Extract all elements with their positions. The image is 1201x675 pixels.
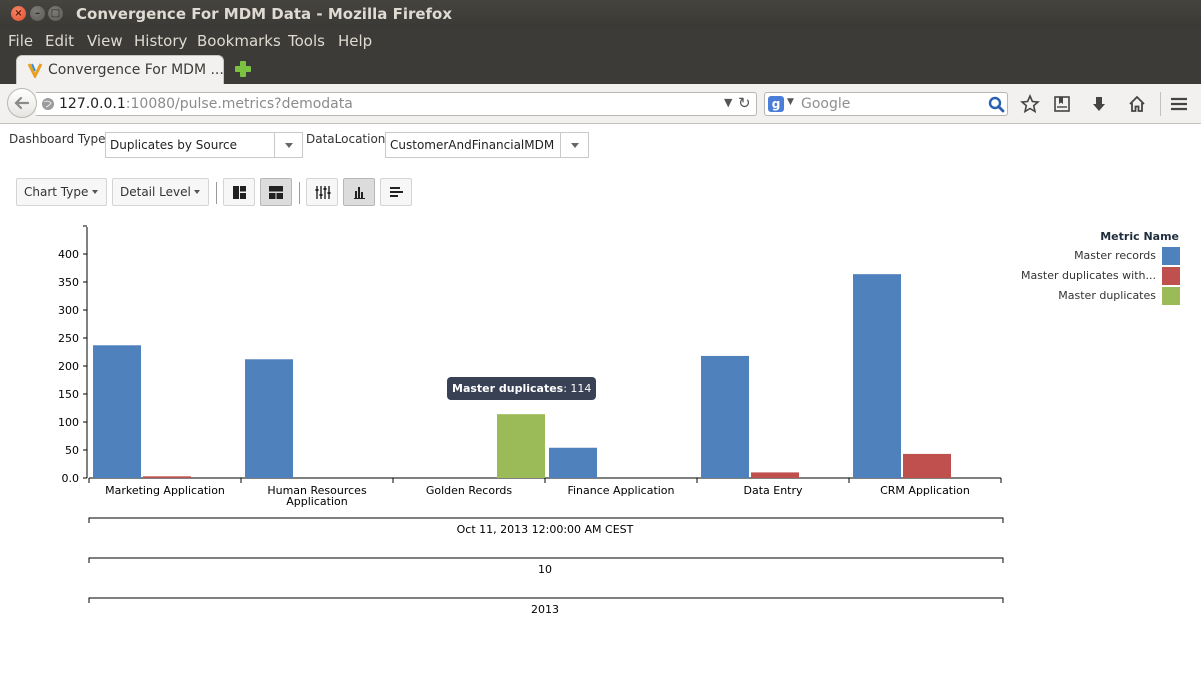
window-maximize-icon[interactable]: □: [48, 6, 63, 21]
chevron-down-icon: [274, 133, 302, 157]
legend-item-master-records[interactable]: Master records: [1000, 247, 1180, 265]
bar-2-2: [497, 414, 545, 478]
window-title: Convergence For MDM Data - Mozilla Firef…: [76, 5, 453, 23]
new-tab-icon[interactable]: [234, 60, 252, 78]
x-group-bracket: [88, 597, 1004, 603]
caret-down-icon: [92, 190, 98, 194]
y-tick-label: 250: [58, 332, 79, 345]
legend-swatch: [1162, 267, 1180, 285]
window-minimize-icon[interactable]: –: [30, 6, 45, 21]
toolbar-separator: [299, 182, 300, 204]
menu-edit[interactable]: Edit: [45, 32, 75, 50]
x-group-label: 2013: [531, 603, 559, 616]
bar-chart-icon: [354, 187, 365, 199]
layout-grid-icon: [269, 186, 283, 199]
url-history-dropdown-icon[interactable]: ▼: [724, 96, 733, 109]
tab-convergence[interactable]: Convergence For MDM ...: [16, 55, 224, 84]
x-group-label: Oct 11, 2013 12:00:00 AM CEST: [457, 523, 634, 536]
y-tick-label: 0.0: [62, 472, 80, 485]
legend-swatch: [1162, 287, 1180, 305]
menu-history[interactable]: History: [134, 32, 188, 50]
sliders-icon: [315, 186, 331, 199]
dashboard-type-select[interactable]: Duplicates by Source: [105, 132, 303, 158]
reload-icon[interactable]: ↻: [738, 94, 751, 112]
y-tick-label: 300: [58, 304, 79, 317]
caret-down-icon: [194, 190, 200, 194]
layout-sidebar-button[interactable]: [223, 178, 255, 206]
legend-swatch: [1162, 247, 1180, 265]
globe-icon: [42, 98, 54, 110]
bar-4-0: [701, 355, 749, 478]
detail-level-dropdown[interactable]: Detail Level: [112, 178, 209, 206]
bar-3-0: [549, 447, 597, 478]
bookmark-star-icon[interactable]: [1020, 94, 1040, 114]
chevron-down-icon: [560, 133, 588, 157]
layout-sidebar-icon: [233, 186, 246, 199]
x-category-label: Finance Application: [567, 484, 674, 497]
search-engine-dropdown-icon[interactable]: ▼: [787, 97, 794, 107]
y-tick-label: 50: [65, 444, 79, 457]
bar-0-0: [93, 345, 141, 478]
data-location-label: DataLocation:: [306, 132, 390, 146]
hamburger-menu-icon[interactable]: [1169, 94, 1189, 114]
window-titlebar: × – □ Convergence For MDM Data - Mozilla…: [0, 0, 1201, 28]
downloads-icon[interactable]: [1089, 94, 1109, 114]
bar-5-1: [903, 453, 951, 478]
legend-item-master-duplicates[interactable]: Master duplicates: [1000, 287, 1180, 305]
bar-0-1: [143, 476, 191, 478]
bookmarks-list-icon[interactable]: [1052, 94, 1072, 114]
search-input[interactable]: Google: [801, 96, 851, 112]
bar-5-0: [853, 274, 901, 478]
legend-title: Metric Name: [1100, 230, 1179, 243]
bar-1-0: [245, 359, 293, 478]
window-close-icon[interactable]: ×: [11, 6, 26, 21]
menu-bar: File Edit View History Bookmarks Tools H…: [0, 28, 1201, 54]
toolbar-separator: [216, 182, 217, 204]
horizontal-bar-chart-icon: [390, 187, 403, 197]
legend-item-master-duplicates-with[interactable]: Master duplicates with...: [1000, 267, 1180, 285]
x-category-label: Human Resources Application: [267, 484, 367, 508]
back-arrow-icon: [14, 96, 30, 110]
x-category-label: Golden Records: [426, 484, 513, 497]
google-search-engine-icon[interactable]: g: [768, 96, 784, 112]
bar-4-1: [751, 472, 799, 478]
search-bar[interactable]: g ▼ Google: [764, 92, 1008, 116]
y-tick-label: 400: [58, 248, 79, 261]
search-icon[interactable]: [988, 96, 1005, 113]
navigation-bar: 127.0.0.1:10080/pulse.metrics?demodata ▼…: [0, 84, 1201, 124]
dashboard-type-label: Dashboard Type:: [9, 132, 110, 146]
back-button[interactable]: [7, 88, 37, 118]
y-tick-label: 200: [58, 360, 79, 373]
x-category-label: CRM Application: [880, 484, 970, 497]
x-group-bracket: [88, 557, 1004, 563]
horizontal-bar-chart-button[interactable]: [380, 178, 412, 206]
x-category-label: Data Entry: [743, 484, 803, 497]
bar-chart: 0.0 50 100 150 200 250 300 350 400 Marketing Appl…: [58, 225, 1004, 616]
filter-sliders-button[interactable]: [306, 178, 338, 206]
menu-file[interactable]: File: [8, 32, 34, 50]
tab-title: Convergence For MDM ...: [48, 62, 224, 78]
home-icon[interactable]: [1127, 94, 1147, 114]
menu-help[interactable]: Help: [338, 32, 373, 50]
x-category-label: Marketing Application: [105, 484, 225, 497]
x-group-label: 10: [538, 563, 552, 576]
vertical-bar-chart-button[interactable]: [343, 178, 375, 206]
url-text[interactable]: 127.0.0.1:10080/pulse.metrics?demodata: [59, 96, 353, 112]
nav-separator: [1160, 92, 1161, 116]
x-group-bracket: [88, 517, 1004, 523]
url-bar[interactable]: 127.0.0.1:10080/pulse.metrics?demodata ▼…: [36, 92, 757, 116]
menu-view[interactable]: View: [87, 32, 123, 50]
convergence-logo-icon: [27, 63, 43, 78]
y-tick-label: 350: [58, 276, 79, 289]
menu-tools[interactable]: Tools: [288, 32, 325, 50]
data-location-select[interactable]: CustomerAndFinancialMDM: [385, 132, 589, 158]
chart-type-dropdown[interactable]: Chart Type: [16, 178, 107, 206]
tab-strip: Convergence For MDM ...: [0, 54, 1201, 84]
y-tick-label: 150: [58, 388, 79, 401]
chart-tooltip: Master duplicates: 114: [447, 377, 597, 400]
y-tick-label: 100: [58, 416, 79, 429]
menu-bookmarks[interactable]: Bookmarks: [197, 32, 281, 50]
layout-grid-button[interactable]: [260, 178, 292, 206]
